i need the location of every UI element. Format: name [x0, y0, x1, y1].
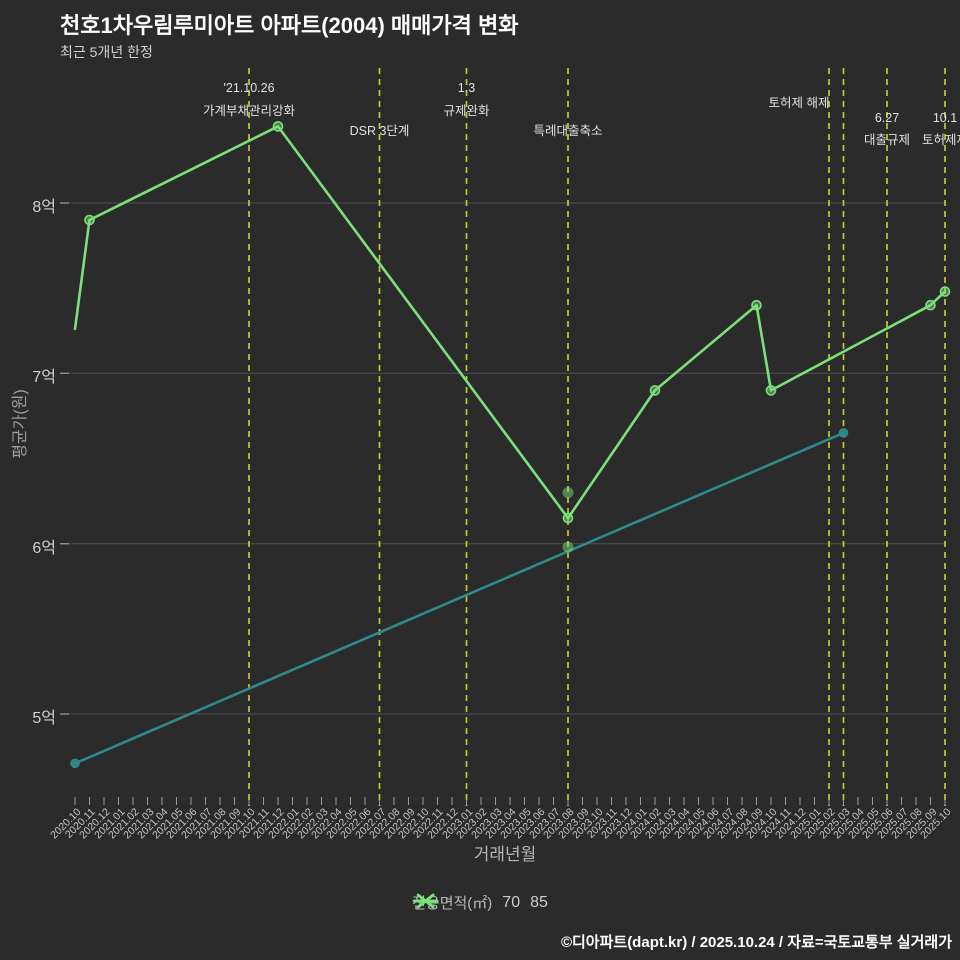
series-85-line [73, 125, 947, 520]
scatter-point [562, 541, 574, 553]
series-85-point [562, 512, 574, 524]
y-tick-label: 7억 [32, 369, 56, 386]
scatter-point [562, 487, 574, 499]
event-label: 대출규제 [863, 133, 911, 147]
event-label: DSR 3단계 [349, 124, 410, 138]
event-label: 가계부채관리강화 [202, 104, 296, 118]
event-label: '21.10.26 [223, 81, 275, 95]
legend-item-label: 70 [502, 893, 521, 911]
page-subtitle: 최근 5개년 한정 [60, 44, 153, 60]
event-label: 6.27 [874, 111, 900, 125]
event-label: 특례대출축소 [533, 124, 603, 138]
series-85-point [84, 214, 95, 226]
legend: 전용면적(㎡) 70 85 [412, 892, 548, 913]
attribution: ©디아파트(dapt.kr) / 2025.10.24 / 자료=국토교통부 실… [560, 934, 952, 951]
series-85-point [765, 385, 777, 396]
y-axis-title: 평균가(원) [12, 389, 29, 459]
asterisk-marker-icon [412, 893, 439, 909]
series-85-point [272, 121, 284, 132]
series-85-point [939, 286, 951, 297]
event-label: 토허제재 [921, 133, 960, 147]
x-axis-title: 거래년월 [473, 845, 537, 864]
y-tick-label: 6억 [32, 540, 56, 557]
event-label: 1.3 [457, 81, 476, 95]
legend-item-85: 85 [412, 893, 548, 912]
series-70-point [838, 428, 849, 438]
series-85-point [925, 299, 936, 311]
series-70-point [70, 758, 80, 769]
page-title: 천호1차우림루미아트 아파트(2004) 매매가격 변화 [60, 13, 519, 38]
event-label: 규제완화 [443, 104, 490, 118]
y-tick-label: 5억 [32, 710, 56, 727]
y-tick-label: 8억 [32, 199, 56, 216]
event-label: 토허제 해제 [768, 96, 830, 110]
legend-item-label: 85 [530, 893, 548, 911]
event-label: 10.1 [932, 111, 958, 125]
series-85-point [751, 299, 762, 311]
series-70-line [73, 431, 845, 765]
legend-item-70: 70 [412, 893, 521, 912]
series-85-point [649, 385, 661, 396]
